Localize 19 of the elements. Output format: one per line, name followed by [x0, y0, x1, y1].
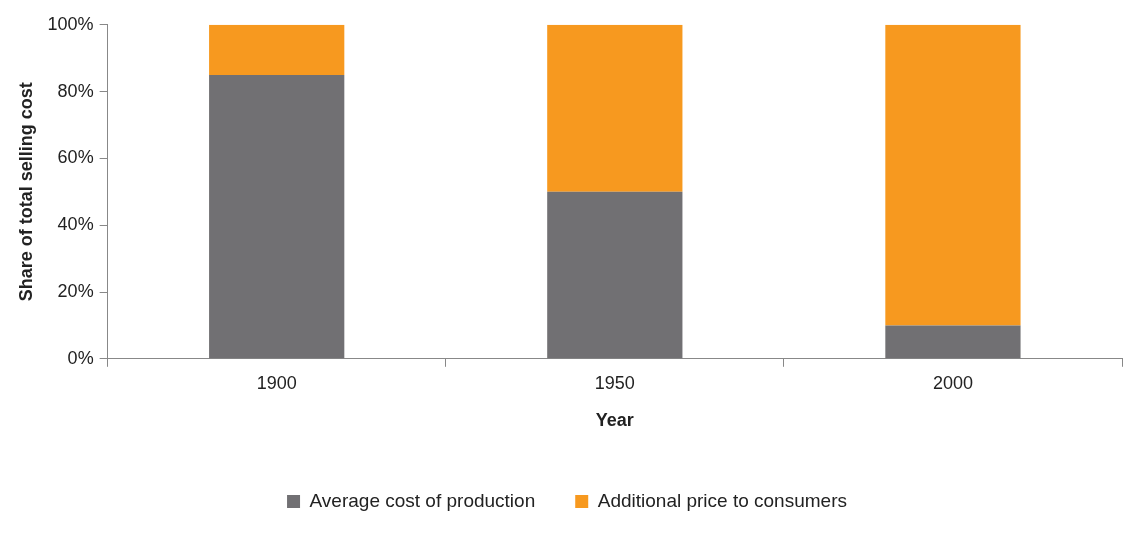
bar [209, 24, 345, 75]
legend-label: Additional price to consumers [597, 489, 847, 511]
x-tick-label: 1950 [594, 372, 635, 393]
bar [547, 191, 683, 359]
bar [885, 325, 1021, 359]
y-axis-title: Share of total selling cost [15, 82, 36, 302]
y-tick-label: 100% [47, 13, 94, 34]
y-tick-label: 40% [57, 214, 94, 235]
y-tick-label: 60% [57, 147, 94, 168]
bar [547, 24, 683, 192]
y-tick-label: 80% [57, 80, 94, 101]
x-tick-label: 2000 [932, 372, 973, 393]
bar [885, 24, 1021, 326]
bar [209, 74, 345, 359]
x-axis-title: Year [595, 410, 634, 431]
y-tick-label: 20% [57, 280, 94, 301]
y-tick-label: 0% [67, 347, 94, 368]
legend-label: Average cost of production [309, 489, 536, 511]
x-tick-label: 1900 [256, 372, 297, 393]
